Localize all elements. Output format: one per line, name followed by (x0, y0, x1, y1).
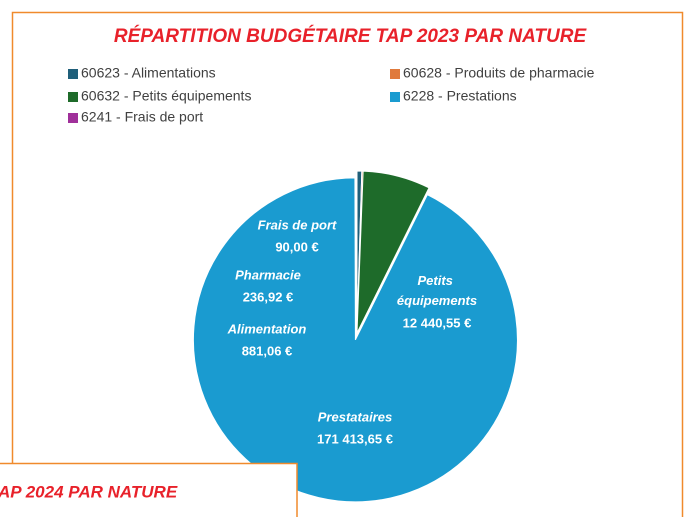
legend-swatch (68, 69, 78, 79)
value-label: 881,06 € (242, 343, 293, 358)
pie-slice (356, 170, 430, 334)
legend-label: 60623 - Alimentations (81, 65, 216, 81)
legend-label: 60628 - Produits de pharmacie (403, 65, 595, 81)
overlapping-panel (0, 462, 298, 517)
slice-label: Alimentation (227, 321, 307, 336)
value-label: 236,92 € (243, 289, 294, 304)
legend-swatch (390, 69, 400, 79)
legend-swatch (68, 92, 78, 102)
slice-label: Petits équipements (397, 273, 477, 308)
legend-swatch (68, 113, 78, 123)
value-label: 171 413,65 € (317, 431, 393, 446)
slice-label: Prestataires (318, 409, 392, 424)
chart-title: RÉPARTITION BUDGÉTAIRE TAP 2023 PAR NATU… (114, 25, 588, 47)
value-label: 90,00 € (275, 239, 318, 254)
legend-label: 6228 - Prestations (403, 88, 517, 104)
legend-label: 6241 - Frais de port (81, 109, 203, 125)
slice-label: Frais de port (258, 217, 337, 232)
panel-title: AP 2024 PAR NATURE (0, 482, 178, 501)
value-label: 12 440,55 € (403, 315, 472, 330)
pie-slice (192, 177, 518, 503)
legend-label: 60632 - Petits équipements (81, 88, 251, 104)
pie (192, 170, 518, 503)
legend-swatch (390, 92, 400, 102)
labels: Alimentation 881,06 € Pharmacie 236,92 € Pet… (227, 217, 477, 446)
slice-label: Pharmacie (235, 267, 301, 282)
